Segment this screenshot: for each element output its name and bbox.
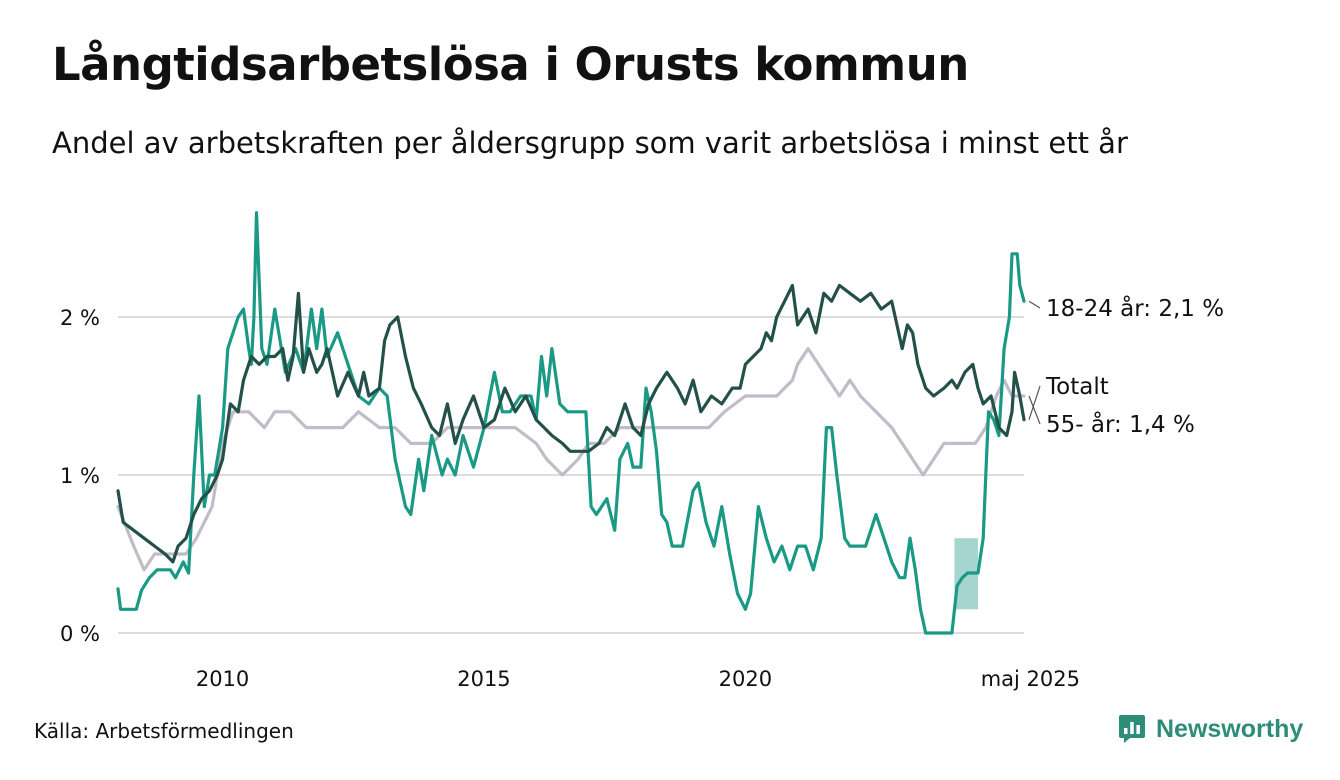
end-label-senior: 55- år: 1,4 % xyxy=(1046,410,1195,438)
end-label-leader xyxy=(1028,395,1041,425)
y-tick-label: 1 % xyxy=(60,464,100,488)
end-label-leader xyxy=(1028,385,1041,420)
y-tick-label: 0 % xyxy=(60,622,100,646)
line-chart: 0 % 1 % 2 % 2010 2015 2020 maj 2025 18-24 år:… xyxy=(60,211,1224,691)
end-label-total: Totalt xyxy=(1045,374,1109,400)
x-tick-label: 2020 xyxy=(719,667,772,691)
series-line-totalt xyxy=(116,283,1026,564)
end-label-leader xyxy=(1028,300,1041,309)
x-tick-label: maj 2025 xyxy=(981,667,1080,691)
gridlines xyxy=(118,316,1024,634)
source-note: Källa: Arbetsförmedlingen xyxy=(34,719,294,743)
series-line-18-24-r xyxy=(116,211,1026,635)
chart-subtitle: Andel av arbetskraften per åldersgrupp s… xyxy=(52,126,1128,160)
y-tick-label: 2 % xyxy=(60,306,100,330)
brand[interactable]: Newsworthy xyxy=(1118,714,1303,744)
end-label-youth: 18-24 år: 2,1 % xyxy=(1046,294,1224,322)
x-tick-label: 2010 xyxy=(196,667,249,691)
series-line-55-r xyxy=(116,347,1026,572)
newsworthy-logo-icon xyxy=(1119,715,1145,743)
series-lines xyxy=(116,211,1026,635)
y-axis-tick-labels: 0 % 1 % 2 % xyxy=(60,306,100,646)
brand-name: Newsworthy xyxy=(1156,714,1304,743)
x-tick-label: 2015 xyxy=(457,667,510,691)
x-axis-tick-labels: 2010 2015 2020 maj 2025 xyxy=(196,667,1080,691)
end-labels: 18-24 år: 2,1 % Totalt 55- år: 1,4 % xyxy=(1028,294,1224,438)
chart-title: Långtidsarbetslösa i Orusts kommun xyxy=(52,38,969,91)
